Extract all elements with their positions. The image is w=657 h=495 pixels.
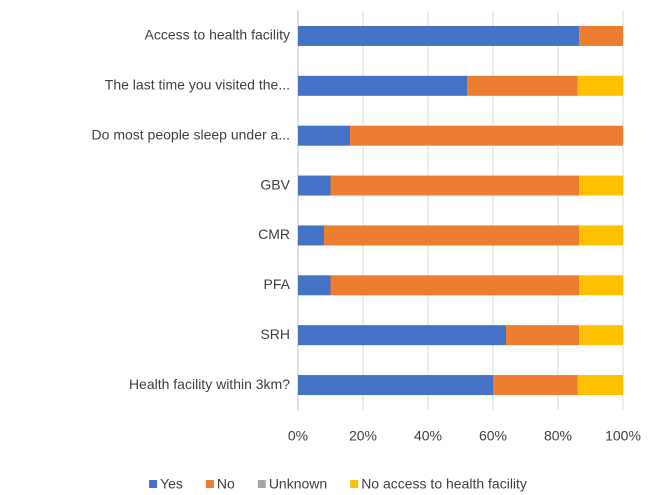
y-tick-label: GBV — [260, 176, 290, 192]
bar-segment — [298, 25, 580, 46]
legend-swatch — [350, 480, 359, 488]
bar-segment — [324, 225, 580, 246]
x-tick-label: 40% — [414, 428, 442, 444]
legend-label: No — [217, 476, 235, 492]
bar-segment — [579, 25, 623, 46]
bar-segment — [577, 375, 623, 396]
legend-swatch — [257, 480, 266, 488]
legend-label: Yes — [160, 476, 183, 492]
bar-segment — [298, 125, 350, 146]
bar-segment — [350, 125, 623, 146]
y-tick-label: SRH — [260, 326, 290, 342]
bar-segment — [493, 375, 578, 396]
y-tick-label: PFA — [264, 276, 291, 292]
y-tick-label: Health facility within 3km? — [129, 376, 290, 392]
bar-segment — [467, 75, 578, 96]
bar-segment — [506, 325, 580, 346]
bar-segment — [579, 225, 623, 246]
bar-segment — [330, 275, 580, 296]
legend-label: No access to health facility — [361, 476, 527, 492]
bar-segment — [298, 275, 331, 296]
bar-segment — [298, 175, 331, 196]
legend-swatch — [149, 480, 158, 488]
y-tick-label: The last time you visited the... — [105, 77, 290, 93]
bar-segment — [298, 225, 324, 246]
bar-segment — [579, 175, 623, 196]
x-tick-label: 20% — [349, 428, 377, 444]
y-tick-label: Do most people sleep under a... — [92, 126, 290, 142]
y-tick-label: CMR — [258, 226, 290, 242]
x-tick-label: 100% — [605, 428, 641, 444]
x-tick-label: 0% — [288, 428, 308, 444]
legend-label: Unknown — [269, 476, 327, 492]
bar-segment — [298, 75, 467, 96]
legend-swatch — [205, 480, 214, 488]
bar-segment — [298, 325, 506, 346]
x-tick-label: 60% — [479, 428, 507, 444]
bar-segment — [579, 325, 623, 346]
x-tick-label: 80% — [544, 428, 572, 444]
bar-segment — [330, 175, 580, 196]
y-tick-label: Access to health facility — [144, 27, 290, 43]
bar-segment — [577, 75, 623, 96]
bar-segment — [298, 375, 493, 396]
bar-segment — [579, 275, 623, 296]
